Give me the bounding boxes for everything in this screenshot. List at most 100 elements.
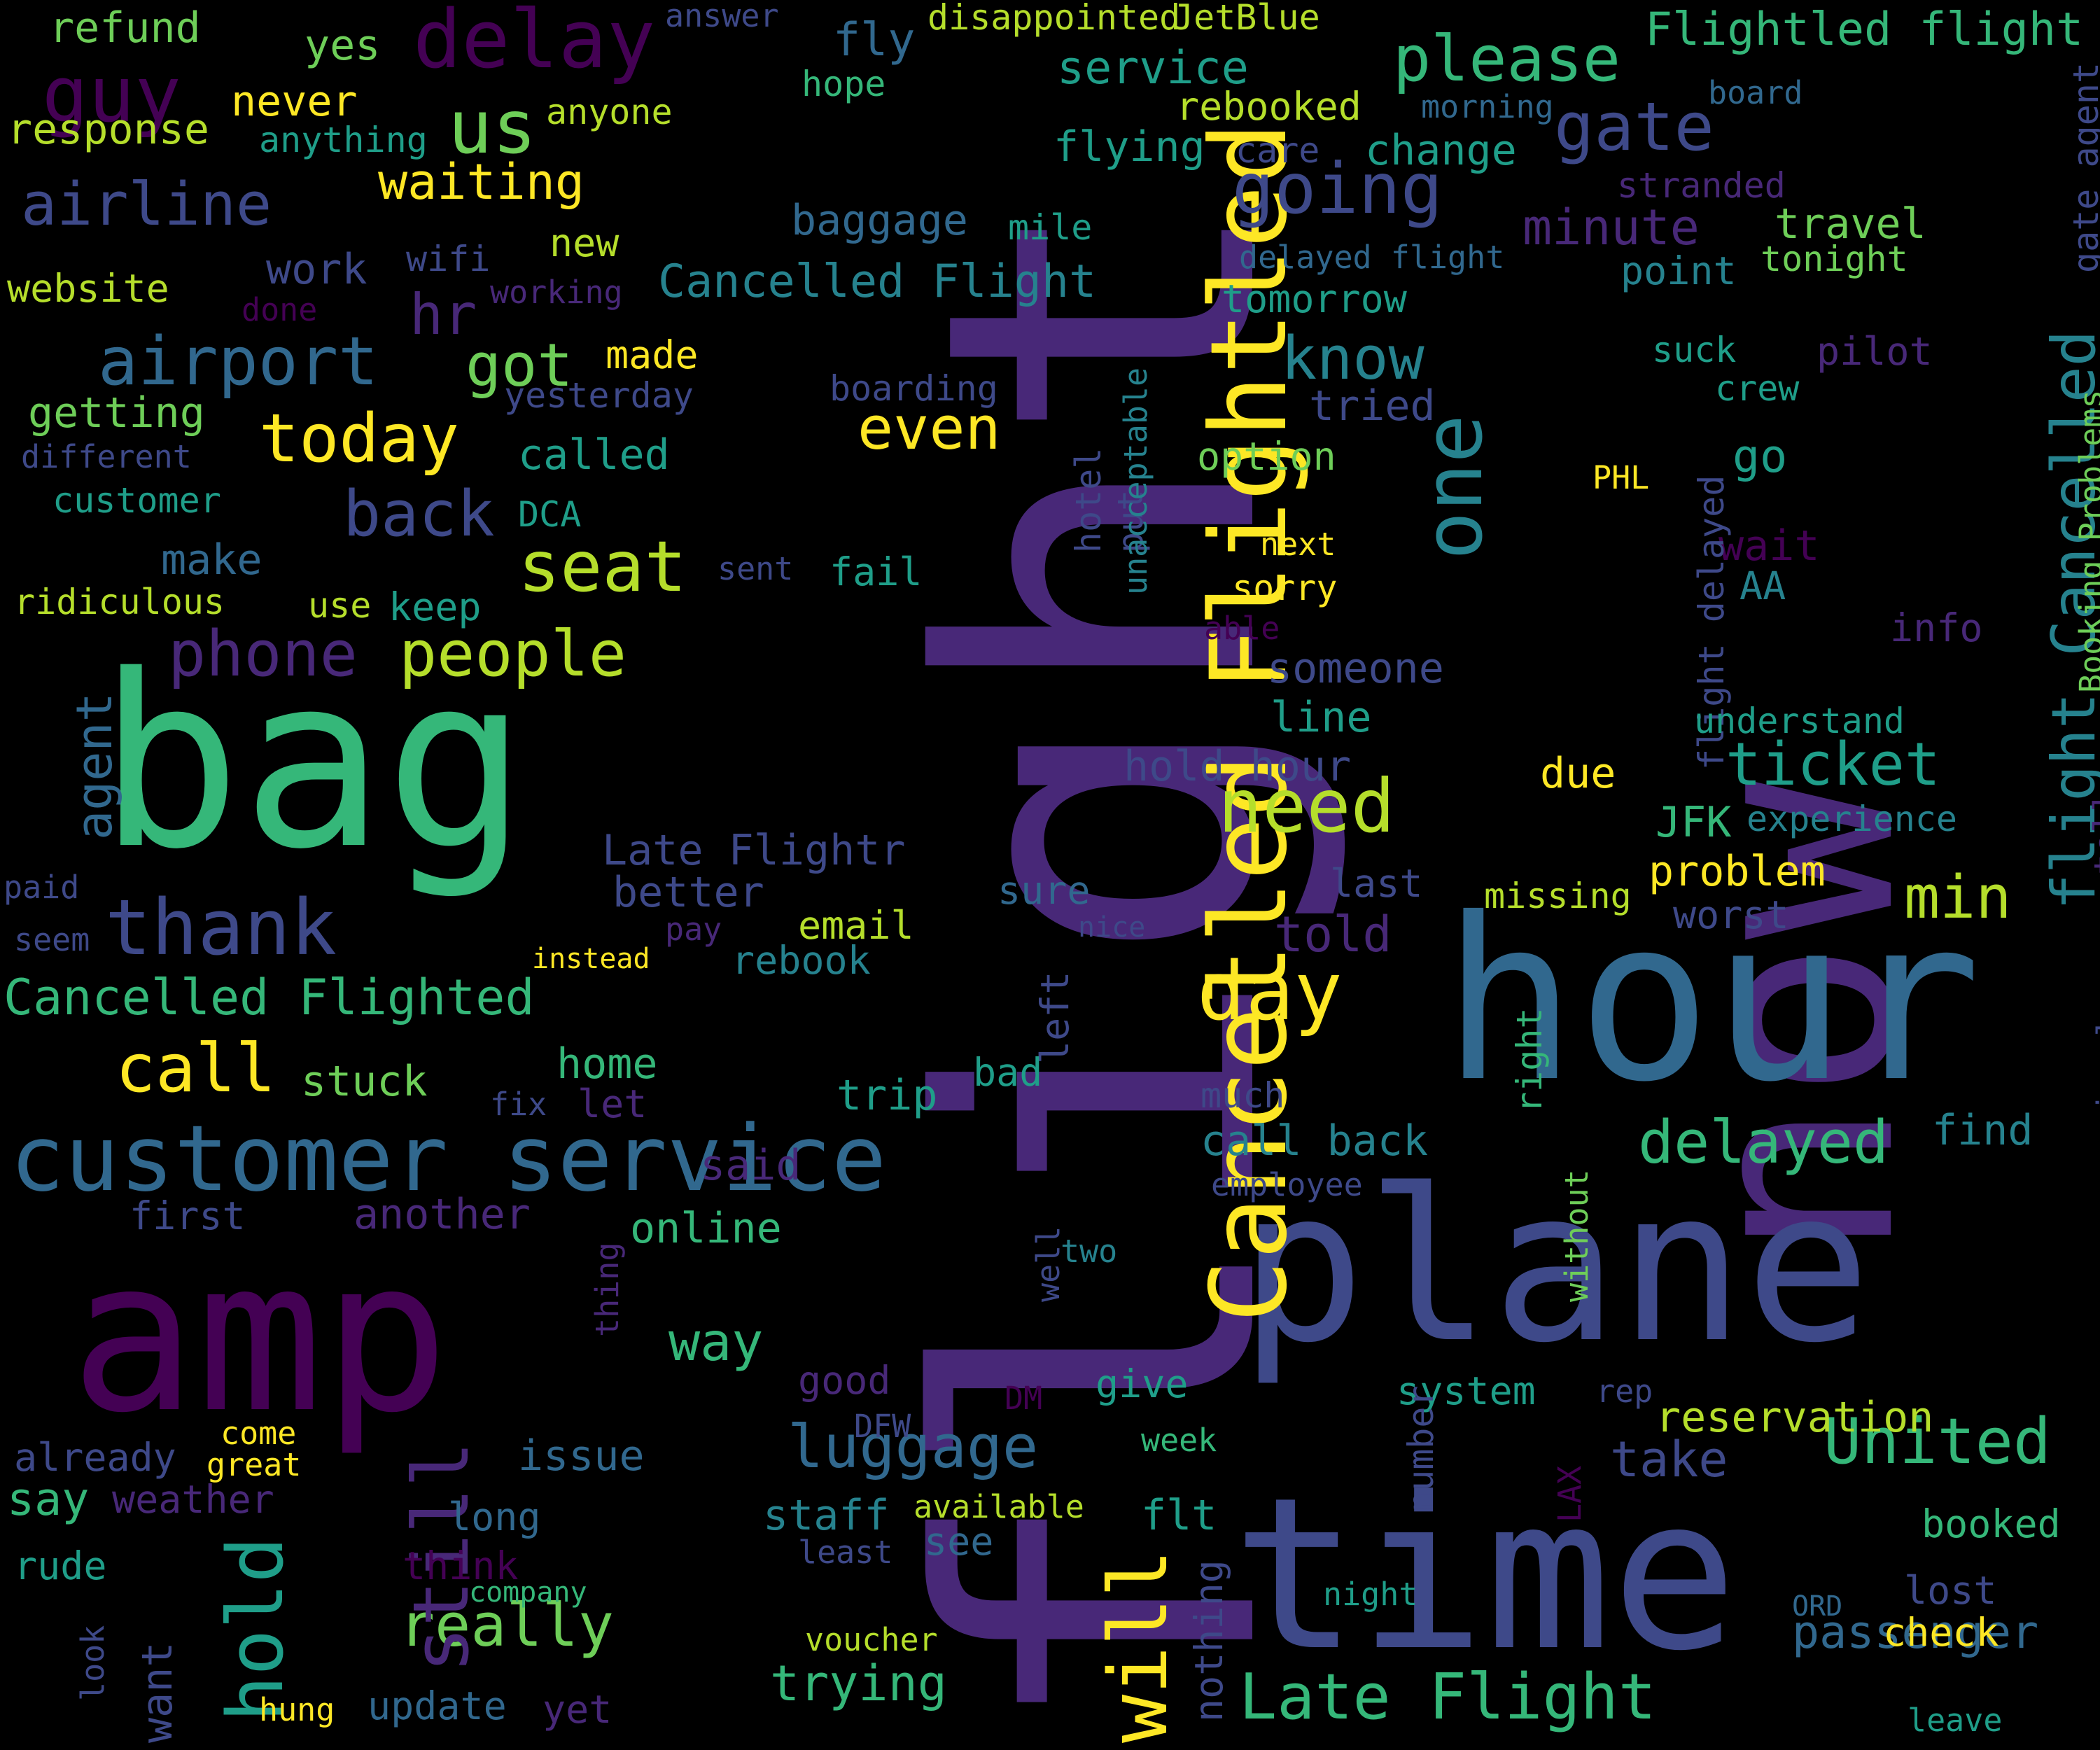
word: call [115,1030,276,1107]
word: wait [1718,522,1820,570]
word: customer [52,480,221,521]
word: issue [518,1432,645,1480]
word: yes [304,21,381,70]
word: website [7,266,169,311]
word: said [700,1141,802,1190]
word: Late Flight [1239,1660,1657,1734]
word: today [259,400,459,477]
word: boarding [830,368,998,409]
word: better [612,868,764,917]
word: fly [833,14,916,66]
word: experience [1746,799,1958,839]
word: take [1610,1431,1728,1488]
word: reservation [1656,1393,1934,1442]
word: even [858,394,1001,463]
word: DFW [854,1408,911,1445]
word: need [1218,764,1395,849]
word: rebooked [1176,84,1362,129]
word: great [206,1446,302,1483]
word: delay [413,0,656,87]
word: JFK [1656,798,1732,847]
word: info [1890,606,1983,650]
word: bag [98,624,528,902]
word: update [368,1684,507,1728]
word: know [1281,324,1424,393]
word: done [241,291,318,328]
word: day [1197,945,1343,1039]
word: due [1540,749,1616,798]
word: well [1030,1226,1067,1302]
word: working [490,274,623,311]
word: Booking Problems [2073,389,2100,693]
word: people [399,617,627,691]
word: stranded [1617,165,1786,206]
word: go [1732,430,1788,483]
word: work [266,245,368,294]
word: call back [1200,1116,1429,1166]
word: least [798,1534,893,1571]
word: Late Flightr [602,826,906,875]
word: Cancelled Flighted [4,969,535,1026]
word: refund [49,4,201,52]
word: trip [836,1071,938,1120]
word: unacceptable [1117,367,1154,595]
word: hope [802,64,886,104]
word: seat [518,526,687,608]
word: PHL [1592,459,1650,496]
word: plane [1239,1144,1872,1389]
word: problem [1648,847,1826,896]
word: gate [1554,89,1714,166]
word: able [1204,610,1280,647]
word: line [1270,693,1372,742]
word: JetBlue [1172,0,1320,38]
word: rep [1596,1373,1653,1410]
word: email [798,903,914,948]
word: week [1141,1422,1217,1459]
word: ridiculous [14,582,225,622]
word: number [1401,1385,1441,1512]
word: got [465,331,573,400]
word: instead [532,943,650,975]
word: bad [973,1050,1043,1095]
word: change [1365,126,1517,175]
word: new [550,220,620,265]
word: one [1407,414,1501,560]
word: much [1200,1075,1285,1116]
word: airport [98,323,379,400]
word: tomorrow [1222,276,1407,321]
word: keep [388,584,482,629]
word: seriously [2090,998,2100,1169]
word: think [402,1544,519,1588]
word: Flightled flight [1645,4,2084,56]
word: tonight [1760,239,1908,279]
word: hour [1442,871,1982,1131]
word: find [1932,1106,2033,1155]
word: available [913,1488,1084,1525]
word: see [924,1519,994,1564]
word: another [354,1190,531,1239]
word: nothing [1186,1560,1231,1722]
word: fail [830,550,923,594]
word: sorry [1232,568,1338,608]
word: delayed [1638,1108,1889,1177]
word: United [1823,1405,2052,1478]
word: trying [770,1655,947,1712]
word: make [161,536,262,584]
word: minute [1522,199,1700,256]
word: different [21,438,192,475]
word: ticket [1726,730,1941,799]
word: anyone [546,92,673,132]
word: will [1092,1549,1186,1743]
word: system [1396,1368,1536,1413]
word: called [518,430,670,479]
word: company [469,1576,587,1609]
word: stuck [301,1057,428,1106]
word: hold hour [1124,742,1352,791]
word: customer service [10,1105,887,1212]
word: phone [168,617,358,691]
word: wifi [406,239,491,279]
word: right [1509,1007,1550,1113]
word: min [1904,863,2012,932]
word: mile [1008,207,1093,248]
